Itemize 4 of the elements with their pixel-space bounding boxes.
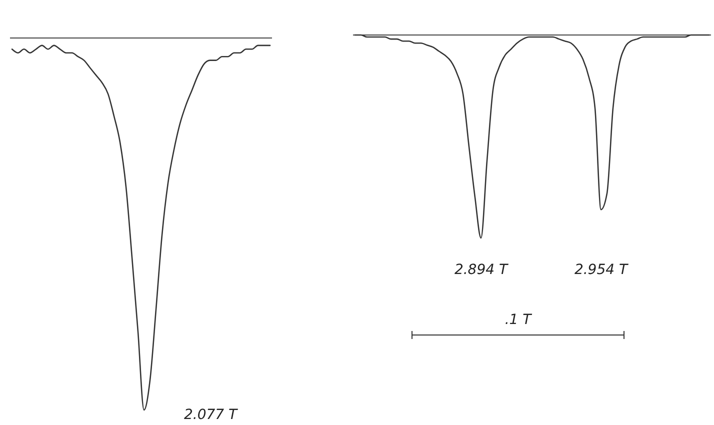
annotation: 2.077 T bbox=[184, 407, 239, 423]
text: 2.894 T bbox=[454, 262, 509, 278]
text: 2.954 T bbox=[574, 262, 629, 278]
text: .1 T bbox=[504, 312, 533, 328]
